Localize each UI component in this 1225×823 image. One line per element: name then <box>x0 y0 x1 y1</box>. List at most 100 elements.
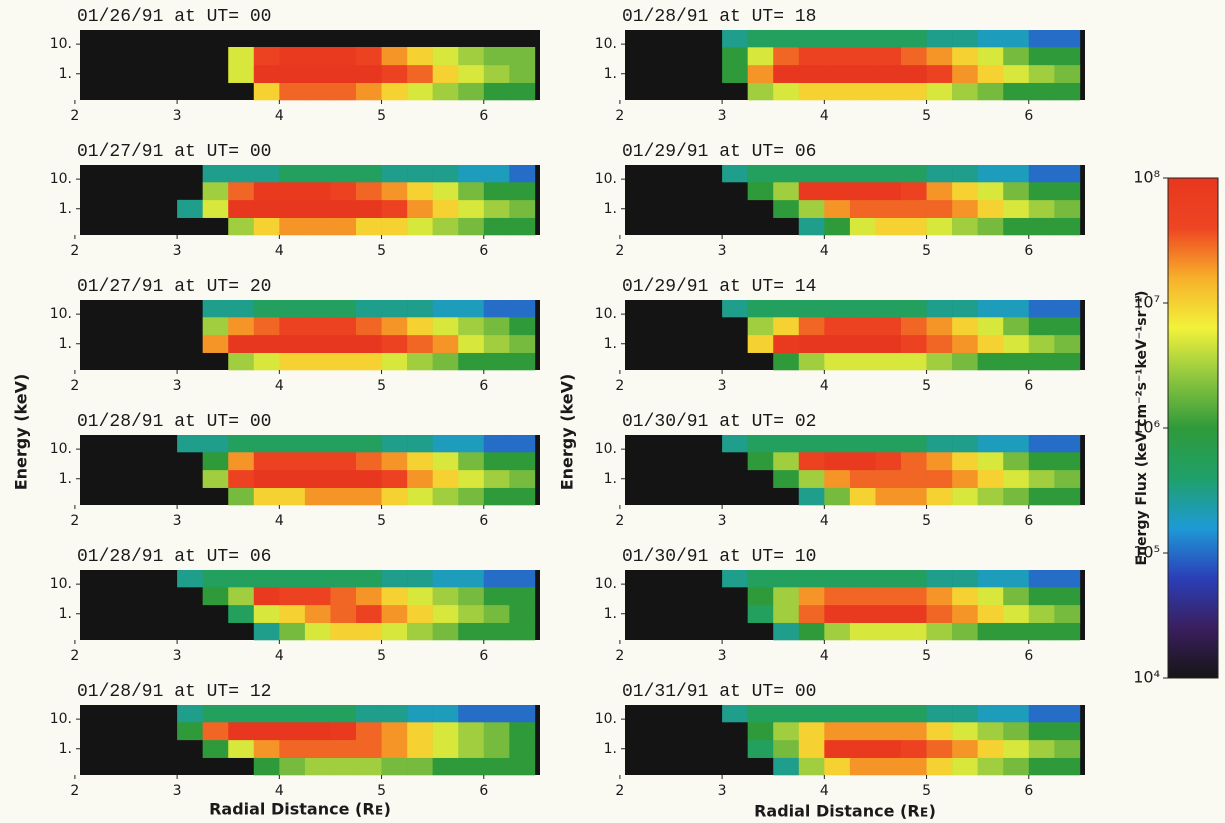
x-tick-label: 3 <box>173 108 182 124</box>
heatmap-cell <box>304 317 331 336</box>
heatmap-cell <box>407 622 433 641</box>
x-axis-label: Radial Distance (Rᴇ) <box>209 800 391 819</box>
x-tick-label: 6 <box>479 783 488 799</box>
heatmap-cell <box>483 452 510 471</box>
heatmap-cell <box>1003 487 1030 506</box>
heatmap-cell <box>381 622 408 641</box>
heatmap-cell <box>952 217 978 236</box>
panel-title: 01/28/91 at UT= 12 <box>77 682 271 702</box>
heatmap-cell <box>381 82 408 101</box>
heatmap-cell <box>773 352 800 371</box>
heatmap-cell <box>483 217 510 236</box>
y-tick-label: 1. <box>59 201 72 217</box>
x-tick-label: 3 <box>173 513 182 529</box>
heatmap-cell <box>1028 570 1055 588</box>
heatmap-cell <box>509 334 536 353</box>
heatmap-cell <box>356 604 382 623</box>
heatmap-cell <box>356 334 382 353</box>
x-tick-label: 2 <box>70 783 79 799</box>
x-tick-label: 6 <box>1024 783 1033 799</box>
heatmap-cell <box>458 757 485 776</box>
heatmap-cell <box>1054 64 1081 83</box>
y-tick-label: 1. <box>59 66 72 82</box>
heatmap-cell <box>509 739 536 758</box>
heatmap-cell <box>381 604 408 623</box>
heatmap-cell <box>202 587 229 606</box>
x-tick-label: 4 <box>275 648 284 664</box>
heatmap-cell <box>926 300 953 318</box>
x-tick-label: 5 <box>377 513 386 529</box>
heatmap-cell <box>509 317 536 336</box>
heatmap-cell <box>483 604 510 623</box>
heatmap-cell <box>432 352 459 371</box>
heatmap-cell <box>1003 570 1030 588</box>
heatmap-cell <box>824 300 851 318</box>
heatmap-cell <box>875 469 902 488</box>
heatmap-cell <box>509 757 536 776</box>
heatmap-cell <box>1003 352 1030 371</box>
heatmap-cell <box>330 722 357 741</box>
heatmap-cell <box>202 300 229 318</box>
heatmap-cell <box>304 217 331 236</box>
y-tick-label: 10. <box>595 711 617 727</box>
y-tick-label: 10. <box>50 711 72 727</box>
heatmap-cell <box>747 435 774 453</box>
heatmap-cell <box>356 435 382 453</box>
heatmap-cell <box>1028 705 1055 723</box>
heatmap-cell <box>381 199 408 218</box>
heatmap-cell <box>228 705 255 723</box>
heatmap-cell <box>1003 64 1030 83</box>
heatmap-cell <box>798 604 825 623</box>
x-tick-label: 6 <box>479 513 488 529</box>
heatmap-cell <box>253 757 280 776</box>
x-tick-label: 5 <box>377 648 386 664</box>
heatmap-cell <box>253 317 280 336</box>
heatmap-cell <box>1054 317 1081 336</box>
heatmap-cell <box>304 469 331 488</box>
heatmap-cell <box>228 469 255 488</box>
heatmap-cell <box>228 435 255 453</box>
heatmap-cell <box>747 334 774 353</box>
heatmap-cell <box>432 587 459 606</box>
heatmap-cell <box>773 587 800 606</box>
heatmap-cell <box>330 334 357 353</box>
heatmap-cell <box>432 300 459 318</box>
heatmap-cell <box>977 757 1004 776</box>
heatmap-cell <box>926 165 953 183</box>
heatmap-cell <box>773 199 800 218</box>
heatmap-cell <box>1054 199 1081 218</box>
heatmap-cell <box>458 587 485 606</box>
y-tick-label: 1. <box>604 471 617 487</box>
y-tick-label: 1. <box>59 741 72 757</box>
heatmap-cell <box>432 47 459 66</box>
colorbar-label: Energy Flux (keV cm⁻²s⁻¹keV⁻¹sr⁻¹) <box>1134 291 1150 566</box>
heatmap-cell <box>901 82 927 101</box>
heatmap-cell <box>458 47 485 66</box>
heatmap-cell <box>509 722 536 741</box>
heatmap-cell <box>849 300 876 318</box>
heatmap-cell <box>1003 300 1030 318</box>
heatmap-cell <box>304 705 331 723</box>
x-tick-label: 3 <box>718 783 727 799</box>
heatmap-cell <box>228 199 255 218</box>
heatmap-cell <box>901 739 927 758</box>
heatmap-cell <box>407 199 433 218</box>
x-tick-label: 6 <box>479 648 488 664</box>
heatmap-cell <box>849 165 876 183</box>
heatmap-cell <box>381 469 408 488</box>
x-tick-label: 6 <box>1024 648 1033 664</box>
heatmap-cell <box>773 435 800 453</box>
heatmap-cell <box>1028 352 1055 371</box>
heatmap-cell <box>228 64 255 83</box>
heatmap-cell <box>432 622 459 641</box>
heatmap-cell <box>381 570 408 588</box>
heatmap-cell <box>279 300 306 318</box>
heatmap-cell <box>1054 487 1081 506</box>
heatmap-cell <box>253 739 280 758</box>
heatmap-cell <box>773 317 800 336</box>
heatmap-cell <box>901 570 927 588</box>
heatmap-cell <box>228 165 255 183</box>
heatmap-cell <box>875 300 902 318</box>
heatmap-cell <box>356 469 382 488</box>
